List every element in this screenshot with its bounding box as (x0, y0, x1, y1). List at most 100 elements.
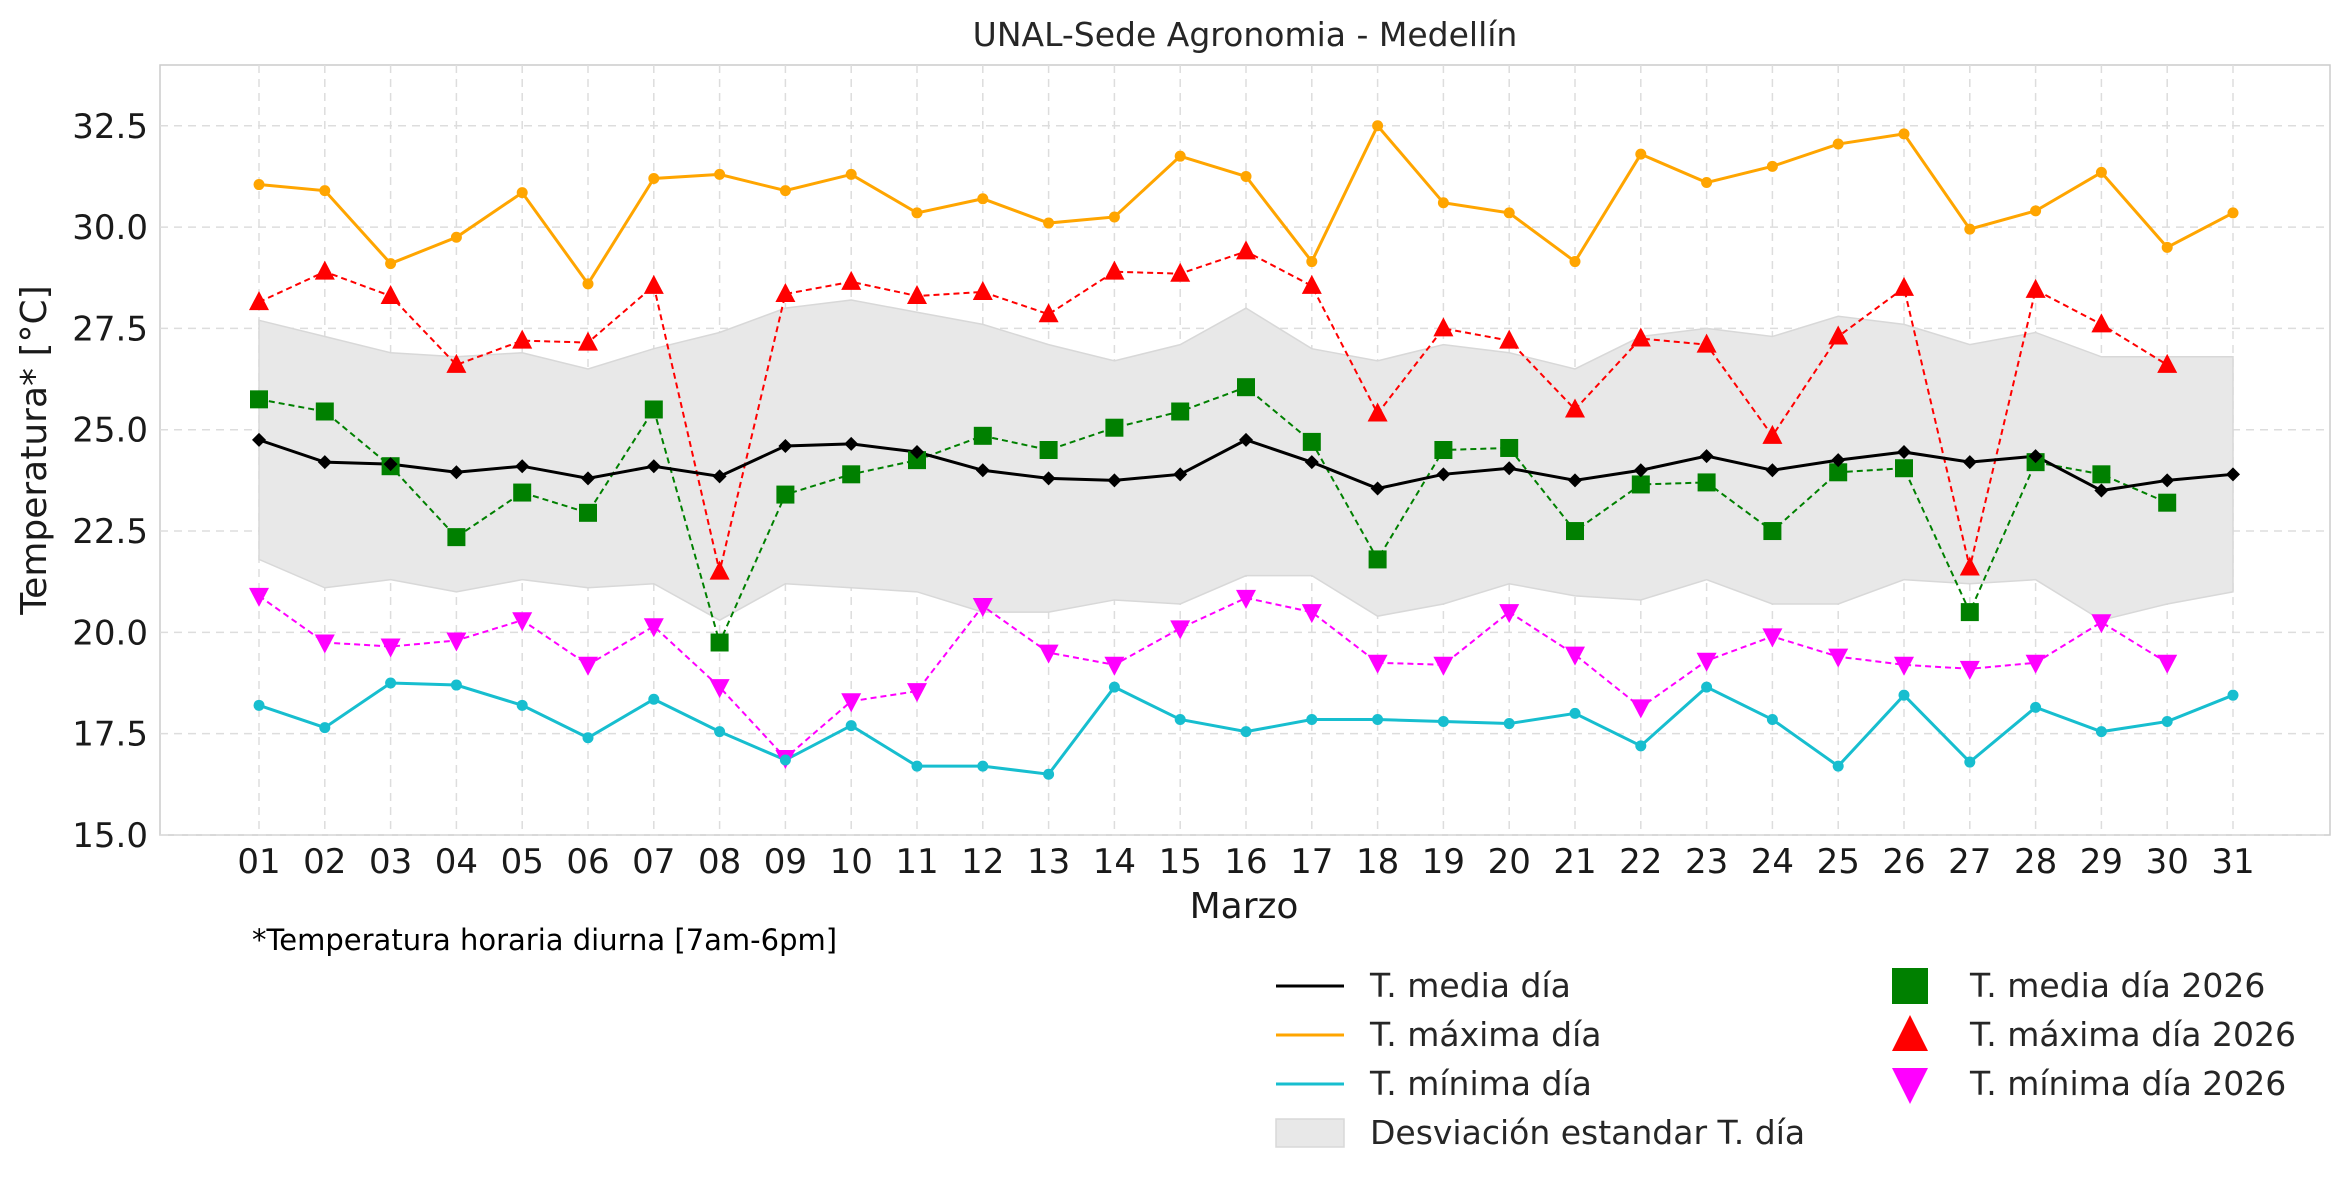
point-t-minima-dia-23 (1701, 681, 1713, 693)
point-t-media-dia-27 (1962, 455, 1977, 470)
point-t-minima-dia-2026-19 (1433, 656, 1454, 676)
point-t-maxima-dia-2026-03 (380, 285, 401, 304)
point-t-media-dia-03 (383, 457, 398, 472)
point-t-minima-dia-25 (1832, 760, 1844, 772)
point-t-maxima-dia-2026-02 (314, 260, 335, 280)
point-t-media-dia-2026-08 (710, 633, 729, 652)
point-t-minima-dia-15 (1174, 714, 1186, 725)
y-tick-30.0: 30.0 (72, 208, 148, 248)
point-t-minima-dia-2026-10 (841, 693, 862, 713)
x-tick-01: 01 (237, 842, 280, 882)
point-t-media-dia-15 (1173, 467, 1188, 482)
point-t-media-dia-26 (1897, 445, 1911, 460)
point-t-media-dia-2026-16 (1237, 378, 1255, 397)
point-t-media-dia-2026-07 (644, 400, 663, 419)
point-t-maxima-dia-25 (1832, 138, 1844, 150)
point-t-minima-dia-06 (582, 732, 594, 744)
x-tick-labels: 01 02 03 04 05 06 07 08 09 10 11 12 13 14 15 16 17 18 19 20… (237, 842, 2254, 882)
point-t-media-dia-2026-06 (579, 503, 597, 522)
point-t-minima-dia-20 (1503, 718, 1515, 730)
point-t-minima-dia-18 (1372, 714, 1384, 725)
point-t-maxima-dia-2026-26 (1894, 276, 1914, 296)
point-t-maxima-dia-20 (1503, 207, 1515, 219)
point-t-maxima-dia-02 (319, 185, 331, 197)
point-t-minima-dia-2026-21 (1565, 646, 1585, 666)
legend-marker-5 (1892, 1068, 1928, 1104)
point-t-maxima-dia-31 (2227, 207, 2239, 219)
point-t-media-dia-18 (1370, 481, 1385, 496)
point-t-minima-dia-2026-14 (1104, 656, 1125, 676)
point-t-media-dia-02 (317, 455, 332, 470)
point-t-minima-dia-2026-30 (2157, 654, 2178, 674)
point-t-maxima-dia-2026-13 (1038, 303, 1059, 323)
point-t-minima-dia-26 (1898, 689, 1910, 701)
point-t-minima-dia-2026-02 (314, 634, 335, 654)
point-t-minima-dia-08 (714, 726, 726, 738)
x-tick-03: 03 (369, 842, 412, 882)
line-t-minima-dia-2026 (258, 595, 2168, 760)
point-t-maxima-dia-16 (1240, 170, 1252, 182)
point-t-maxima-dia-2026-06 (578, 331, 598, 351)
point-t-minima-dia-2026-05 (512, 612, 533, 632)
series-markers (249, 120, 2240, 780)
point-t-media-dia-2026-18 (1368, 550, 1387, 569)
x-tick-23: 23 (1685, 842, 1728, 882)
x-tick-19: 19 (1422, 842, 1465, 882)
point-t-maxima-dia-2026-11 (907, 285, 927, 304)
point-t-maxima-dia-10 (845, 168, 857, 180)
point-t-minima-dia-2026-12 (972, 598, 993, 618)
y-tick-labels: 15.0 17.5 20.0 22.5 25.0 27.5 30.0 32.5 (72, 107, 148, 856)
point-t-minima-dia-2026-18 (1367, 654, 1388, 674)
point-t-maxima-dia-14 (1108, 211, 1120, 223)
point-t-media-dia-2026-22 (1631, 475, 1650, 494)
point-t-maxima-dia-30 (2161, 241, 2173, 253)
point-t-minima-dia-10 (845, 720, 857, 732)
point-t-maxima-dia-04 (450, 231, 462, 243)
point-t-minima-dia-2026-27 (1959, 660, 1980, 680)
point-t-media-dia-24 (1765, 463, 1780, 478)
point-t-media-dia-2026-25 (1829, 463, 1848, 482)
point-t-minima-dia-2026-07 (643, 618, 664, 638)
point-t-media-dia-22 (1633, 463, 1648, 478)
point-t-media-dia-2026-21 (1566, 522, 1584, 541)
std-dev-band-area (258, 299, 2234, 622)
point-t-media-dia-12 (975, 463, 990, 478)
point-t-media-dia-2026-01 (250, 390, 268, 409)
x-tick-04: 04 (435, 842, 478, 882)
x-tick-30: 30 (2146, 842, 2189, 882)
point-t-minima-dia-13 (1043, 768, 1055, 780)
legend-label-1: T. máxima día (1369, 1015, 1601, 1054)
point-t-maxima-dia-29 (2095, 166, 2107, 178)
point-t-minima-dia-2026-01 (249, 587, 269, 607)
point-t-minima-dia-05 (516, 699, 528, 711)
point-t-maxima-dia-2026-07 (643, 274, 664, 294)
point-t-minima-dia-29 (2095, 726, 2107, 738)
legend-marker-4 (1892, 1015, 1928, 1051)
point-t-maxima-dia-19 (1437, 197, 1449, 209)
point-t-maxima-dia-2026-05 (512, 329, 533, 349)
x-tick-27: 27 (1948, 842, 1991, 882)
point-t-media-dia-10 (844, 436, 859, 451)
x-axis-label: Marzo (1190, 886, 1299, 927)
legend-label-0: T. media día (1369, 966, 1571, 1005)
point-t-minima-dia-14 (1108, 681, 1120, 693)
point-t-minima-dia-01 (253, 699, 265, 711)
point-t-maxima-dia-26 (1898, 128, 1910, 140)
point-t-minima-dia-2026-23 (1696, 652, 1717, 672)
x-tick-17: 17 (1290, 842, 1333, 882)
legend-label-5: T. mínima día 2026 (1969, 1064, 2286, 1103)
point-t-media-dia-30 (2160, 473, 2175, 488)
point-t-minima-dia-19 (1437, 716, 1449, 728)
legend-marker-3 (1892, 968, 1928, 1004)
point-t-media-dia-2026-02 (315, 402, 334, 421)
line-t-maxima-dia-2026 (258, 250, 2168, 572)
point-t-media-dia-2026-15 (1171, 402, 1190, 421)
point-t-maxima-dia-12 (977, 193, 989, 205)
point-t-maxima-dia-2026-10 (841, 270, 862, 290)
point-t-minima-dia-11 (911, 760, 923, 772)
chart-title: UNAL-Sede Agronomia - Medellín (973, 15, 1518, 54)
point-t-maxima-dia-2026-21 (1565, 398, 1585, 418)
point-t-media-dia-2026-30 (2158, 493, 2177, 512)
point-t-maxima-dia-2026-28 (2025, 278, 2046, 298)
x-tick-26: 26 (1882, 842, 1925, 882)
